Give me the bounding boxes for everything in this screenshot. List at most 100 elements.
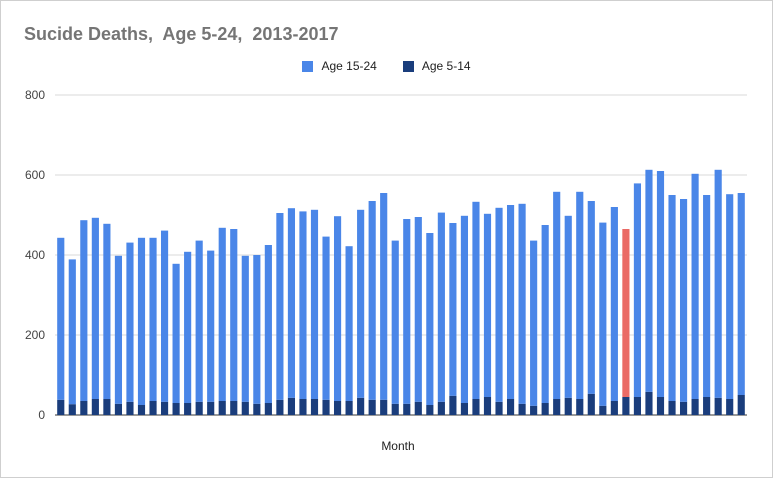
bar-age-15-24[interactable]: [253, 255, 261, 404]
bar-age-15-24[interactable]: [114, 255, 123, 404]
bar-age-15-24[interactable]: [460, 215, 469, 403]
bar-age-5-14[interactable]: [656, 397, 665, 415]
bar-age-15-24[interactable]: [345, 246, 353, 401]
bar-age-5-14[interactable]: [241, 401, 249, 415]
bar-age-5-14[interactable]: [253, 403, 261, 415]
bar-age-15-24[interactable]: [264, 245, 272, 403]
bar-age-15-24[interactable]: [483, 213, 492, 397]
bar-age-15-24[interactable]: [276, 213, 284, 400]
bar-age-5-14[interactable]: [68, 404, 76, 415]
bar-age-15-24[interactable]: [691, 173, 699, 399]
bar-age-15-24[interactable]: [726, 194, 734, 399]
bar-age-5-14[interactable]: [414, 401, 422, 415]
bar-age-5-14[interactable]: [391, 403, 399, 415]
bar-age-5-14[interactable]: [610, 401, 618, 415]
bar-age-15-24[interactable]: [668, 195, 676, 401]
bar-age-15-24[interactable]: [172, 263, 180, 403]
bar-age-5-14[interactable]: [587, 393, 595, 415]
bar-age-5-14[interactable]: [703, 397, 711, 415]
bar-age-5-14[interactable]: [564, 397, 572, 415]
bar-age-5-14[interactable]: [633, 397, 642, 415]
bar-age-15-24[interactable]: [656, 171, 665, 397]
bar-age-5-14[interactable]: [403, 403, 411, 415]
bar-age-15-24[interactable]: [137, 237, 146, 405]
bar-age-15-24[interactable]: [218, 227, 226, 401]
bar-age-15-24[interactable]: [91, 217, 99, 399]
bar-age-15-24[interactable]: [380, 193, 388, 400]
bar-age-5-14[interactable]: [160, 401, 169, 415]
bar-age-15-24[interactable]: [679, 199, 688, 402]
bar-age-15-24[interactable]: [368, 201, 376, 400]
bar-age-5-14[interactable]: [230, 401, 238, 415]
bar-age-5-14[interactable]: [380, 399, 388, 415]
bar-age-15-24[interactable]: [207, 250, 215, 402]
bar-age-5-14[interactable]: [472, 399, 480, 415]
bar-age-5-14[interactable]: [299, 399, 307, 415]
bar-age-15-24[interactable]: [57, 237, 65, 400]
bar-age-5-14[interactable]: [126, 401, 134, 415]
bar-age-5-14[interactable]: [553, 399, 561, 415]
bar-age-15-24[interactable]: [633, 183, 642, 397]
bar-age-5-14[interactable]: [599, 405, 607, 415]
bar-age-5-14[interactable]: [114, 403, 123, 415]
bar-age-5-14[interactable]: [149, 401, 157, 415]
bar-age-15-24[interactable]: [80, 220, 88, 401]
bar-age-15-24[interactable]: [449, 223, 457, 396]
bar-age-5-14[interactable]: [437, 401, 445, 415]
bar-age-5-14[interactable]: [310, 399, 319, 415]
bar-age-15-24[interactable]: [599, 222, 607, 406]
bar-age-5-14[interactable]: [645, 391, 653, 415]
bar-age-5-14[interactable]: [530, 405, 538, 415]
bar-age-5-14[interactable]: [576, 399, 584, 415]
bar-age-5-14[interactable]: [426, 405, 434, 415]
bar-age-15-24[interactable]: [714, 169, 722, 398]
bar-age-5-14[interactable]: [518, 403, 526, 415]
bar-age-15-24[interactable]: [437, 212, 445, 402]
bar-age-5-14[interactable]: [322, 399, 330, 415]
bar-age-15-24[interactable]: [333, 216, 342, 401]
bar-age-15-24[interactable]: [564, 215, 572, 398]
bar-age-15-24[interactable]: [553, 191, 561, 399]
bar-age-5-14[interactable]: [460, 403, 469, 415]
bar-age-15-24[interactable]: [184, 251, 192, 403]
bar-age-5-14[interactable]: [80, 401, 88, 415]
bar-age-15-24[interactable]: [126, 242, 134, 402]
bar-age-5-14[interactable]: [103, 399, 111, 415]
bar-age-15-24[interactable]: [68, 259, 76, 405]
bar-age-5-14[interactable]: [541, 403, 549, 415]
bar-age-15-24[interactable]: [287, 208, 296, 398]
bar-age-15-24[interactable]: [403, 219, 411, 404]
bar-age-15-24[interactable]: [576, 191, 584, 399]
bar-age-15-24[interactable]: [310, 209, 319, 399]
bar-age-15-24[interactable]: [506, 205, 515, 399]
bar-age-5-14[interactable]: [345, 401, 353, 415]
bar-age-5-14[interactable]: [737, 395, 745, 415]
bar-age-15-24[interactable]: [622, 229, 630, 397]
bar-age-5-14[interactable]: [714, 397, 722, 415]
bar-age-15-24[interactable]: [230, 229, 238, 401]
bar-age-15-24[interactable]: [518, 203, 526, 404]
bar-age-15-24[interactable]: [195, 240, 203, 402]
bar-age-5-14[interactable]: [172, 403, 180, 415]
bar-age-5-14[interactable]: [622, 397, 630, 415]
bar-age-15-24[interactable]: [357, 209, 365, 398]
bar-age-15-24[interactable]: [322, 236, 330, 400]
bar-age-15-24[interactable]: [610, 207, 618, 401]
bar-age-5-14[interactable]: [449, 395, 457, 415]
bar-age-15-24[interactable]: [414, 217, 422, 402]
bar-age-5-14[interactable]: [57, 399, 65, 415]
bar-age-15-24[interactable]: [703, 195, 711, 397]
bar-age-5-14[interactable]: [726, 399, 734, 415]
bar-age-5-14[interactable]: [483, 397, 492, 415]
bar-age-15-24[interactable]: [495, 207, 503, 402]
bar-age-15-24[interactable]: [426, 233, 434, 405]
bar-age-5-14[interactable]: [137, 405, 146, 415]
bar-age-5-14[interactable]: [495, 401, 503, 415]
bar-age-5-14[interactable]: [668, 401, 676, 415]
bar-age-5-14[interactable]: [264, 403, 272, 415]
bar-age-15-24[interactable]: [391, 240, 399, 404]
bar-age-15-24[interactable]: [587, 201, 595, 394]
bar-age-5-14[interactable]: [333, 401, 342, 415]
bar-age-5-14[interactable]: [691, 399, 699, 415]
bar-age-5-14[interactable]: [368, 399, 376, 415]
